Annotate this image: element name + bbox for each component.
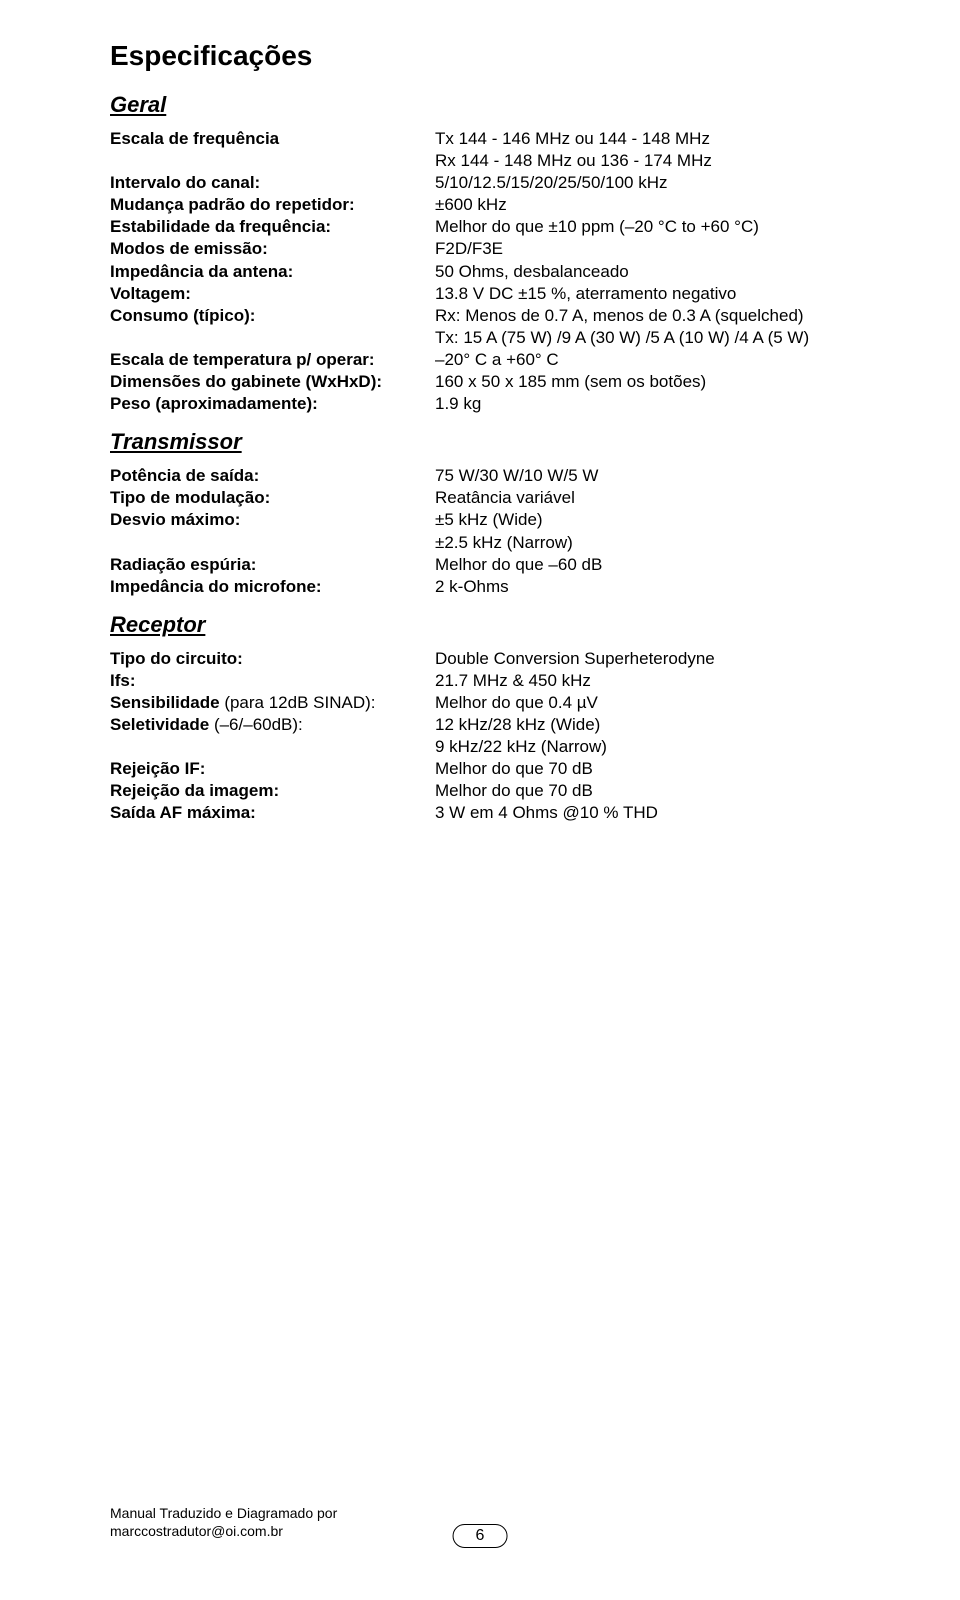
spec-row: Mudança padrão do repetidor:±600 kHz	[110, 194, 880, 216]
section-heading-receptor: Receptor	[110, 612, 880, 638]
spec-label: Seletividade (–6/–60dB):	[110, 714, 435, 736]
spec-value: Melhor do que 70 dB	[435, 780, 880, 802]
page: Especificações Geral Escala de frequênci…	[0, 0, 960, 1600]
spec-value: 3 W em 4 Ohms @10 % THD	[435, 802, 880, 824]
spec-row: Peso (aproximadamente):1.9 kg	[110, 393, 880, 415]
page-title: Especificações	[110, 40, 880, 72]
spec-value: 12 kHz/28 kHz (Wide)	[435, 714, 880, 736]
spec-label: Ifs:	[110, 670, 435, 692]
spec-row: Tipo do circuito:Double Conversion Super…	[110, 648, 880, 670]
spec-label: Rejeição IF:	[110, 758, 435, 780]
spec-row: Consumo (típico):Rx: Menos de 0.7 A, men…	[110, 305, 880, 327]
spec-label: Impedância do microfone:	[110, 576, 435, 598]
spec-value: 9 kHz/22 kHz (Narrow)	[435, 736, 880, 758]
spec-label: Consumo (típico):	[110, 305, 435, 327]
spec-value: 75 W/30 W/10 W/5 W	[435, 465, 880, 487]
spec-row: Desvio máximo:±5 kHz (Wide)	[110, 509, 880, 531]
spec-label: Tipo do circuito:	[110, 648, 435, 670]
spec-value: 5/10/12.5/15/20/25/50/100 kHz	[435, 172, 880, 194]
spec-label	[110, 327, 435, 349]
spec-row: Impedância da antena:50 Ohms, desbalance…	[110, 261, 880, 283]
spec-label: Saída AF máxima:	[110, 802, 435, 824]
spec-row: Escala de temperatura p/ operar:–20° C a…	[110, 349, 880, 371]
spec-label: Estabilidade da frequência:	[110, 216, 435, 238]
section-heading-transmissor: Transmissor	[110, 429, 880, 455]
footer-line: marccostradutor@oi.com.br	[110, 1522, 337, 1540]
footer-line: Manual Traduzido e Diagramado por	[110, 1504, 337, 1522]
section-receptor: Tipo do circuito:Double Conversion Super…	[110, 648, 880, 825]
spec-value: 21.7 MHz & 450 kHz	[435, 670, 880, 692]
spec-row: 9 kHz/22 kHz (Narrow)	[110, 736, 880, 758]
spec-value: Tx: 15 A (75 W) /9 A (30 W) /5 A (10 W) …	[435, 327, 880, 349]
spec-row: Rejeição IF:Melhor do que 70 dB	[110, 758, 880, 780]
spec-value: Reatância variável	[435, 487, 880, 509]
spec-value: Melhor do que –60 dB	[435, 554, 880, 576]
spec-value: 50 Ohms, desbalanceado	[435, 261, 880, 283]
spec-row: Tipo de modulação:Reatância variável	[110, 487, 880, 509]
spec-value: F2D/F3E	[435, 238, 880, 260]
spec-row: Tx: 15 A (75 W) /9 A (30 W) /5 A (10 W) …	[110, 327, 880, 349]
spec-value: Melhor do que 70 dB	[435, 758, 880, 780]
spec-label: Modos de emissão:	[110, 238, 435, 260]
spec-label: Rejeição da imagem:	[110, 780, 435, 802]
spec-row: Intervalo do canal:5/10/12.5/15/20/25/50…	[110, 172, 880, 194]
spec-value: 2 k-Ohms	[435, 576, 880, 598]
spec-row: ±2.5 kHz (Narrow)	[110, 532, 880, 554]
spec-row: Sensibilidade (para 12dB SINAD):Melhor d…	[110, 692, 880, 714]
spec-row: Modos de emissão:F2D/F3E	[110, 238, 880, 260]
spec-value: 1.9 kg	[435, 393, 880, 415]
spec-label: Potência de saída:	[110, 465, 435, 487]
spec-row: Radiação espúria:Melhor do que –60 dB	[110, 554, 880, 576]
footer: Manual Traduzido e Diagramado por marcco…	[110, 1504, 337, 1540]
spec-label: Mudança padrão do repetidor:	[110, 194, 435, 216]
section-heading-geral: Geral	[110, 92, 880, 118]
spec-row: Rx 144 - 148 MHz ou 136 - 174 MHz	[110, 150, 880, 172]
spec-value: 13.8 V DC ±15 %, aterramento negativo	[435, 283, 880, 305]
spec-row: Ifs:21.7 MHz & 450 kHz	[110, 670, 880, 692]
spec-value: Rx 144 - 148 MHz ou 136 - 174 MHz	[435, 150, 880, 172]
spec-label: Intervalo do canal:	[110, 172, 435, 194]
section-geral: Escala de frequênciaTx 144 - 146 MHz ou …	[110, 128, 880, 415]
spec-row: Rejeição da imagem:Melhor do que 70 dB	[110, 780, 880, 802]
page-number: 6	[453, 1524, 508, 1548]
spec-row: Saída AF máxima:3 W em 4 Ohms @10 % THD	[110, 802, 880, 824]
spec-row: Seletividade (–6/–60dB):12 kHz/28 kHz (W…	[110, 714, 880, 736]
spec-label: Impedância da antena:	[110, 261, 435, 283]
spec-row: Dimensões do gabinete (WxHxD):160 x 50 x…	[110, 371, 880, 393]
spec-row: Voltagem:13.8 V DC ±15 %, aterramento ne…	[110, 283, 880, 305]
spec-row: Estabilidade da frequência:Melhor do que…	[110, 216, 880, 238]
spec-label: Escala de frequência	[110, 128, 435, 150]
spec-label: Voltagem:	[110, 283, 435, 305]
spec-value: Double Conversion Superheterodyne	[435, 648, 880, 670]
spec-row: Escala de frequênciaTx 144 - 146 MHz ou …	[110, 128, 880, 150]
spec-label: Tipo de modulação:	[110, 487, 435, 509]
spec-label: Escala de temperatura p/ operar:	[110, 349, 435, 371]
spec-label: Sensibilidade (para 12dB SINAD):	[110, 692, 435, 714]
spec-value: –20° C a +60° C	[435, 349, 880, 371]
section-transmissor: Potência de saída:75 W/30 W/10 W/5 WTipo…	[110, 465, 880, 598]
spec-value: ±5 kHz (Wide)	[435, 509, 880, 531]
spec-label	[110, 736, 435, 758]
spec-label: Peso (aproximadamente):	[110, 393, 435, 415]
spec-value: Melhor do que ±10 ppm (–20 °C to +60 °C)	[435, 216, 880, 238]
spec-row: Impedância do microfone:2 k-Ohms	[110, 576, 880, 598]
spec-value: Rx: Menos de 0.7 A, menos de 0.3 A (sque…	[435, 305, 880, 327]
spec-value: Melhor do que 0.4 µV	[435, 692, 880, 714]
spec-value: ±600 kHz	[435, 194, 880, 216]
spec-label	[110, 150, 435, 172]
spec-label: Radiação espúria:	[110, 554, 435, 576]
spec-label: Dimensões do gabinete (WxHxD):	[110, 371, 435, 393]
spec-row: Potência de saída:75 W/30 W/10 W/5 W	[110, 465, 880, 487]
spec-label: Desvio máximo:	[110, 509, 435, 531]
spec-value: 160 x 50 x 185 mm (sem os botões)	[435, 371, 880, 393]
spec-value: ±2.5 kHz (Narrow)	[435, 532, 880, 554]
spec-label	[110, 532, 435, 554]
spec-value: Tx 144 - 146 MHz ou 144 - 148 MHz	[435, 128, 880, 150]
